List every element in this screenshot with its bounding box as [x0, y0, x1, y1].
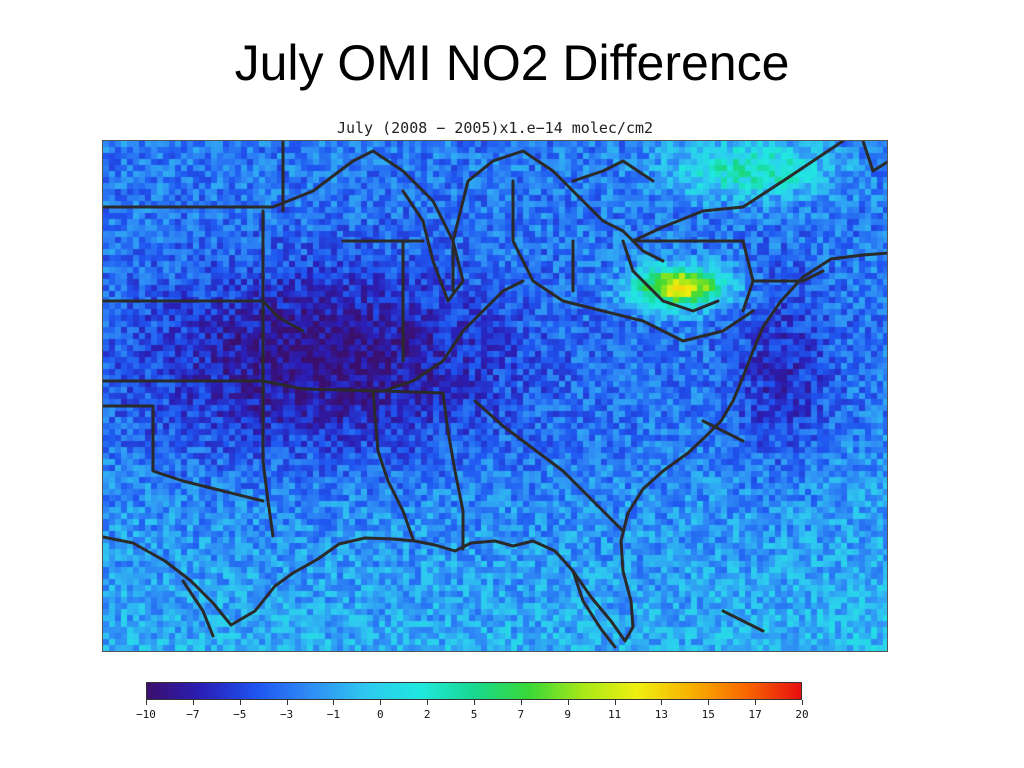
colorbar-tick-mark	[755, 700, 757, 705]
colorbar-tick-mark	[146, 700, 147, 705]
colorbar-tick-label: 9	[564, 708, 572, 721]
colorbar-ticks: −10 −7 −5 −3 −1 0 2 5 7 9 11 13 15 17 20	[136, 700, 809, 724]
colorbar-tick-label: 13	[654, 708, 669, 721]
coastline	[103, 251, 887, 643]
colorbar-tick-mark	[474, 700, 475, 705]
colorbar-tick-label: 15	[701, 708, 715, 721]
colorbar-tick-label: 7	[517, 708, 525, 721]
no2-difference-map	[102, 140, 888, 652]
colorbar-tick-mark	[661, 700, 663, 705]
colorbar-tick-label: −1	[326, 708, 341, 721]
colorbar-tick-label: −10	[136, 708, 156, 721]
colorbar-tick-label: −7	[186, 708, 200, 721]
colorbar-tick-mark	[239, 700, 241, 705]
colorbar-tick-mark	[614, 700, 616, 705]
colorbar-tick-label: 0	[376, 708, 384, 721]
colorbar-tick-mark	[520, 700, 522, 705]
plot-caption: July (2008 − 2005)x1.e−14 molec/cm2	[336, 119, 654, 137]
colorbar-tick-label: 5	[470, 708, 478, 721]
colorbar-tick-label: −5	[233, 708, 247, 721]
colorbar	[146, 682, 802, 700]
colorbar-tick-label: 20	[795, 708, 809, 721]
colorbar-tick-label: 2	[423, 708, 431, 721]
colorbar-tick-label: 11	[607, 708, 622, 721]
colorbar-tick-label: 17	[748, 708, 762, 721]
state-line	[103, 141, 825, 551]
slide-title: July OMI NO2 Difference	[234, 35, 790, 91]
colorbar-tick-mark	[333, 700, 335, 705]
colorbar-gradient	[147, 683, 801, 699]
colorbar-tick-mark	[427, 700, 429, 705]
colorbar-tick-label: −3	[279, 708, 294, 721]
no2-difference-raster	[103, 141, 887, 651]
colorbar-tick-mark	[192, 700, 194, 705]
colorbar-tick-mark	[802, 700, 803, 705]
colorbar-tick-mark	[567, 700, 569, 705]
great-lakes-shore	[103, 141, 887, 303]
florida-outline	[181, 569, 765, 649]
colorbar-tick-mark	[380, 700, 382, 705]
state-boundaries-overlay	[103, 141, 887, 649]
colorbar-tick-mark	[286, 700, 288, 705]
colorbar-tick-mark	[708, 700, 710, 705]
